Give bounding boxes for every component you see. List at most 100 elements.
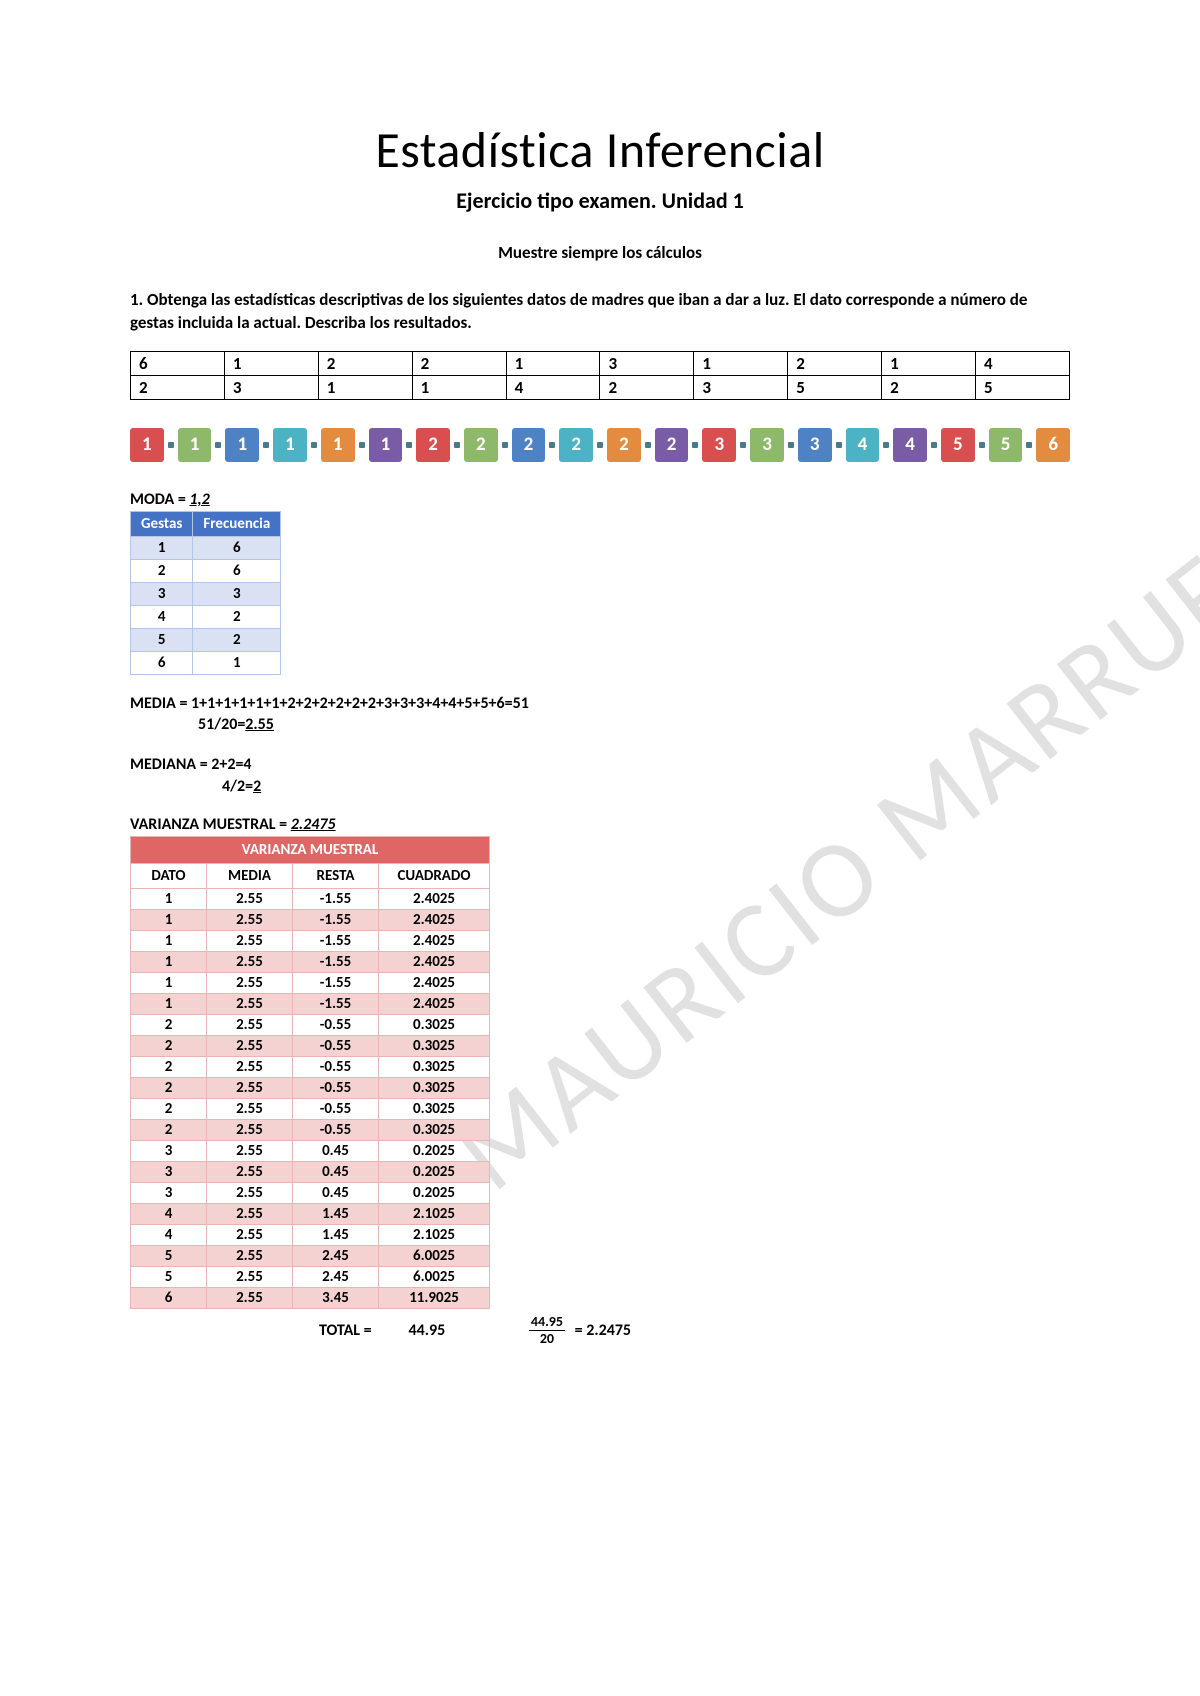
fraction-result: = 2.2475 <box>575 1321 631 1340</box>
sorted-box: 4 <box>846 428 880 462</box>
table-cell: 3 <box>131 1162 207 1183</box>
mediana-calc: MEDIANA = 2+2=4 4/2=2 <box>130 754 1070 797</box>
table-cell: 2.55 <box>207 1288 293 1309</box>
table-cell: 2 <box>131 1099 207 1120</box>
table-cell: 0.3025 <box>379 1120 490 1141</box>
moda-table: Gestas Frecuencia 162633425261 <box>130 511 281 675</box>
moda-header-frecuencia: Frecuencia <box>193 511 281 536</box>
table-cell: 2 <box>600 375 694 399</box>
table-cell: 2.55 <box>207 1162 293 1183</box>
sorted-box: 3 <box>798 428 832 462</box>
sorted-box: 1 <box>225 428 259 462</box>
separator-dot <box>311 442 317 448</box>
table-row: 33 <box>131 582 281 605</box>
variance-table: VARIANZA MUESTRAL DATO MEDIA RESTA CUADR… <box>130 836 490 1309</box>
separator-dot <box>215 442 221 448</box>
table-cell: 0.3025 <box>379 1015 490 1036</box>
table-row: 22.55-0.550.3025 <box>131 1120 490 1141</box>
raw-data-table: 6122131214 2311423525 <box>130 351 1070 400</box>
table-cell: 1 <box>131 910 207 931</box>
table-row: 52.552.456.0025 <box>131 1246 490 1267</box>
sorted-box: 2 <box>464 428 498 462</box>
table-cell: 2 <box>131 1078 207 1099</box>
mediana-line2-prefix: 4/2= <box>222 777 253 796</box>
table-cell: 2.55 <box>207 1267 293 1288</box>
table-row: 42.551.452.1025 <box>131 1204 490 1225</box>
table-cell: 1 <box>318 375 412 399</box>
variance-table-title: VARIANZA MUESTRAL <box>131 837 490 864</box>
fraction-denominator: 20 <box>540 1331 554 1346</box>
table-cell: 6 <box>193 559 281 582</box>
table-cell: 4 <box>506 375 600 399</box>
table-cell: 1 <box>131 994 207 1015</box>
table-cell: 2.55 <box>207 910 293 931</box>
table-cell: -1.55 <box>293 931 379 952</box>
table-cell: 2 <box>131 1057 207 1078</box>
sorted-box: 1 <box>369 428 403 462</box>
separator-dot <box>1026 442 1032 448</box>
table-cell: 2 <box>882 375 976 399</box>
sorted-box: 2 <box>607 428 641 462</box>
table-cell: 6 <box>131 651 193 674</box>
table-row: 42 <box>131 605 281 628</box>
table-cell: 2.55 <box>207 1225 293 1246</box>
table-cell: 2.55 <box>207 889 293 910</box>
table-cell: 1 <box>506 351 600 375</box>
table-cell: 4 <box>976 351 1070 375</box>
table-cell: 0.2025 <box>379 1183 490 1204</box>
separator-dot <box>740 442 746 448</box>
sorted-box: 3 <box>750 428 784 462</box>
table-cell: 3 <box>694 375 788 399</box>
table-row: 42.551.452.1025 <box>131 1225 490 1246</box>
table-cell: 0.45 <box>293 1162 379 1183</box>
page-title: Estadística Inferencial <box>130 120 1070 181</box>
table-row: 52 <box>131 628 281 651</box>
table-cell: -0.55 <box>293 1078 379 1099</box>
fraction-numerator: 44.95 <box>529 1315 565 1331</box>
table-cell: 4 <box>131 1204 207 1225</box>
instruction: Muestre siempre los cálculos <box>130 242 1070 263</box>
sorted-box: 1 <box>321 428 355 462</box>
separator-dot <box>836 442 842 448</box>
table-cell: 2 <box>412 351 506 375</box>
table-cell: -1.55 <box>293 973 379 994</box>
separator-dot <box>549 442 555 448</box>
table-cell: 2.55 <box>207 994 293 1015</box>
table-cell: 2.4025 <box>379 910 490 931</box>
separator-dot <box>692 442 698 448</box>
moda-label-text: MODA = <box>130 490 189 509</box>
sorted-box: 2 <box>559 428 593 462</box>
separator-dot <box>931 442 937 448</box>
table-cell: 0.2025 <box>379 1141 490 1162</box>
table-cell: 2 <box>193 605 281 628</box>
separator-dot <box>883 442 889 448</box>
table-cell: 6.0025 <box>379 1267 490 1288</box>
table-cell: 6 <box>131 351 225 375</box>
table-row: 32.550.450.2025 <box>131 1183 490 1204</box>
table-cell: 5 <box>131 1246 207 1267</box>
sorted-box: 2 <box>416 428 450 462</box>
table-cell: 2 <box>131 1120 207 1141</box>
moda-label: MODA = 1,2 <box>130 490 1070 509</box>
sorted-box: 3 <box>702 428 736 462</box>
variance-header-media: MEDIA <box>207 864 293 889</box>
table-cell: -1.55 <box>293 952 379 973</box>
table-row: 12.55-1.552.4025 <box>131 994 490 1015</box>
table-cell: 1.45 <box>293 1204 379 1225</box>
table-row: 22.55-0.550.3025 <box>131 1057 490 1078</box>
table-cell: 1 <box>224 351 318 375</box>
table-cell: 2.1025 <box>379 1225 490 1246</box>
table-cell: 5 <box>788 375 882 399</box>
variance-fraction: 44.95 20 <box>529 1315 565 1346</box>
sorted-box: 5 <box>941 428 975 462</box>
table-row: 62.553.4511.9025 <box>131 1288 490 1309</box>
page-content: Estadística Inferencial Ejercicio tipo e… <box>0 0 1200 1386</box>
table-row: 12.55-1.552.4025 <box>131 910 490 931</box>
table-cell: 3 <box>600 351 694 375</box>
table-row: 22.55-0.550.3025 <box>131 1015 490 1036</box>
table-cell: -0.55 <box>293 1036 379 1057</box>
table-cell: -0.55 <box>293 1057 379 1078</box>
moda-value: 1,2 <box>189 490 209 509</box>
table-cell: 0.2025 <box>379 1162 490 1183</box>
table-cell: 0.45 <box>293 1141 379 1162</box>
